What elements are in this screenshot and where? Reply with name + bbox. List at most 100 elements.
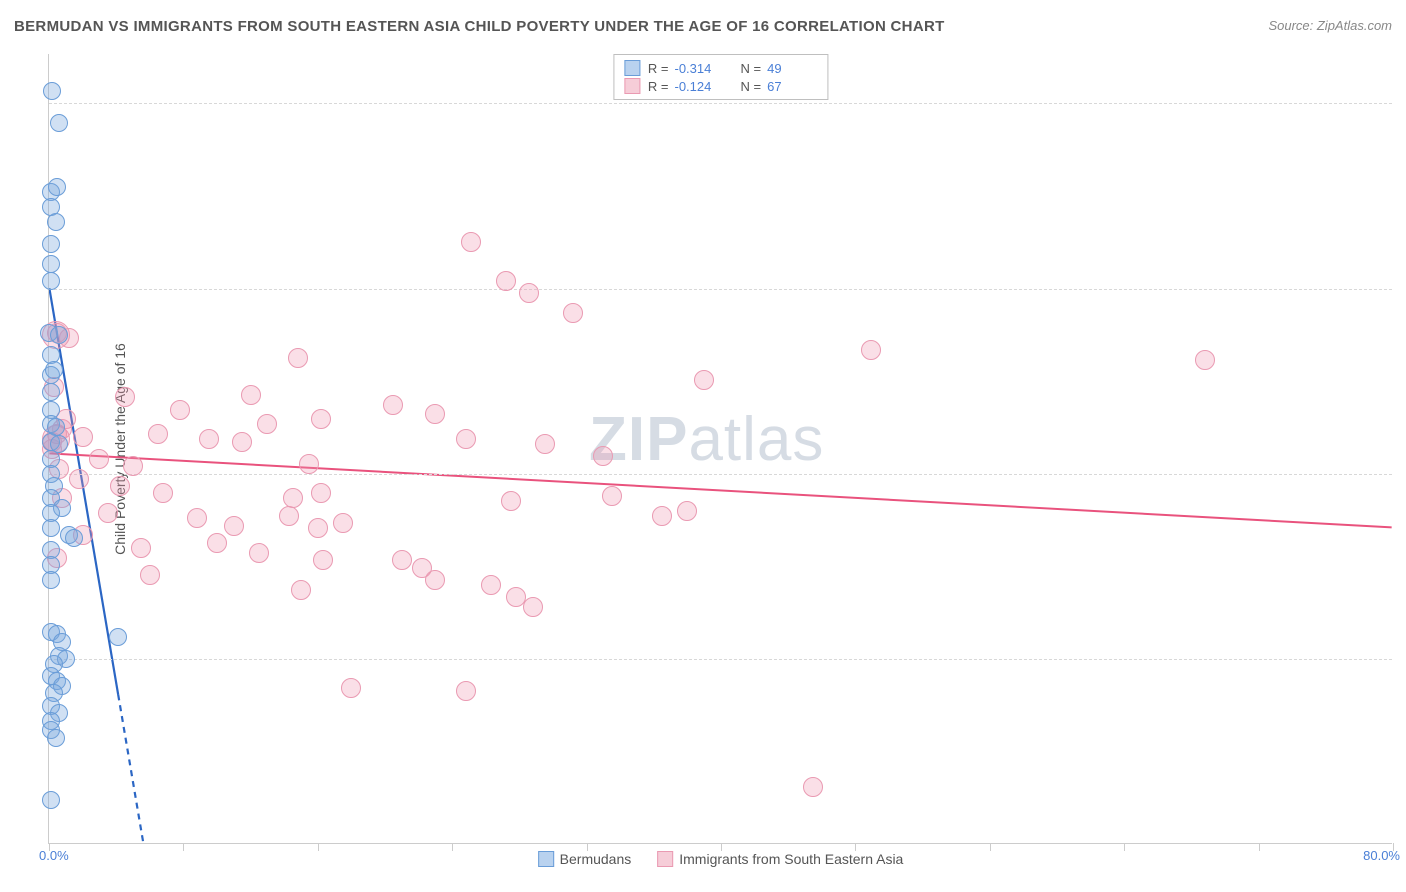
- scatter-point-immigrants: [73, 427, 93, 447]
- scatter-point-immigrants: [69, 469, 89, 489]
- scatter-point-immigrants: [535, 434, 555, 454]
- scatter-point-immigrants: [288, 348, 308, 368]
- scatter-point-immigrants: [341, 678, 361, 698]
- gridline: [49, 474, 1392, 475]
- legend-row-bermudans: R = -0.314 N = 49: [624, 59, 817, 77]
- scatter-point-immigrants: [115, 387, 135, 407]
- legend-row-immigrants: R = -0.124 N = 67: [624, 77, 817, 95]
- x-axis-max-label: 80.0%: [1363, 848, 1400, 863]
- n-label: N =: [741, 61, 762, 76]
- gridline: [49, 659, 1392, 660]
- scatter-point-immigrants: [456, 429, 476, 449]
- scatter-point-immigrants: [308, 518, 328, 538]
- scatter-point-immigrants: [602, 486, 622, 506]
- scatter-point-immigrants: [241, 385, 261, 405]
- scatter-point-immigrants: [383, 395, 403, 415]
- scatter-point-bermudans: [50, 114, 68, 132]
- r-value-bermudans: -0.314: [675, 61, 725, 76]
- chart-title: BERMUDAN VS IMMIGRANTS FROM SOUTH EASTER…: [14, 18, 945, 35]
- swatch-immigrants: [657, 851, 673, 867]
- trend-line: [118, 694, 143, 843]
- scatter-point-bermudans: [50, 326, 68, 344]
- scatter-point-immigrants: [257, 414, 277, 434]
- scatter-point-bermudans: [109, 628, 127, 646]
- scatter-point-bermudans: [47, 729, 65, 747]
- x-axis-min-label: 0.0%: [39, 848, 69, 863]
- scatter-point-immigrants: [563, 303, 583, 323]
- scatter-plot: ZIPatlas R = -0.314 N = 49 R = -0.124 N …: [48, 54, 1392, 844]
- scatter-point-bermudans: [42, 255, 60, 273]
- trend-line: [49, 453, 1391, 527]
- scatter-point-immigrants: [425, 570, 445, 590]
- source-attribution: Source: ZipAtlas.com: [1268, 18, 1392, 33]
- series-legend: Bermudans Immigrants from South Eastern …: [538, 851, 904, 867]
- scatter-point-immigrants: [199, 429, 219, 449]
- r-label: R =: [648, 61, 669, 76]
- n-value-bermudans: 49: [767, 61, 817, 76]
- scatter-point-immigrants: [232, 432, 252, 452]
- scatter-point-immigrants: [207, 533, 227, 553]
- x-tick: [318, 843, 319, 851]
- scatter-point-immigrants: [523, 597, 543, 617]
- scatter-point-immigrants: [1195, 350, 1215, 370]
- watermark-atlas: atlas: [688, 405, 824, 474]
- scatter-point-immigrants: [461, 232, 481, 252]
- scatter-point-bermudans: [42, 571, 60, 589]
- scatter-point-immigrants: [333, 513, 353, 533]
- watermark: ZIPatlas: [589, 404, 824, 475]
- scatter-point-bermudans: [42, 519, 60, 537]
- scatter-point-immigrants: [311, 409, 331, 429]
- trend-lines-layer: [49, 54, 1392, 843]
- scatter-point-immigrants: [299, 454, 319, 474]
- scatter-point-immigrants: [501, 491, 521, 511]
- swatch-bermudans: [538, 851, 554, 867]
- scatter-point-bermudans: [42, 383, 60, 401]
- x-tick: [587, 843, 588, 851]
- x-tick: [1259, 843, 1260, 851]
- x-tick: [49, 843, 50, 851]
- gridline: [49, 103, 1392, 104]
- x-tick: [452, 843, 453, 851]
- y-tick-label: 30.0%: [1400, 96, 1406, 111]
- scatter-point-immigrants: [456, 681, 476, 701]
- scatter-point-bermudans: [43, 82, 61, 100]
- scatter-point-immigrants: [89, 449, 109, 469]
- x-tick: [1124, 843, 1125, 851]
- scatter-point-immigrants: [224, 516, 244, 536]
- scatter-point-immigrants: [694, 370, 714, 390]
- r-label: R =: [648, 79, 669, 94]
- scatter-point-immigrants: [131, 538, 151, 558]
- scatter-point-immigrants: [140, 565, 160, 585]
- scatter-point-immigrants: [313, 550, 333, 570]
- scatter-point-immigrants: [279, 506, 299, 526]
- scatter-point-immigrants: [153, 483, 173, 503]
- scatter-point-bermudans: [42, 235, 60, 253]
- scatter-point-bermudans: [65, 529, 83, 547]
- gridline: [49, 289, 1392, 290]
- correlation-legend: R = -0.314 N = 49 R = -0.124 N = 67: [613, 54, 828, 100]
- scatter-point-bermudans: [42, 791, 60, 809]
- x-tick: [855, 843, 856, 851]
- y-tick-label: 15.0%: [1400, 466, 1406, 481]
- scatter-point-immigrants: [519, 283, 539, 303]
- scatter-point-immigrants: [123, 456, 143, 476]
- x-tick: [183, 843, 184, 851]
- scatter-point-immigrants: [110, 476, 130, 496]
- x-tick: [721, 843, 722, 851]
- scatter-point-immigrants: [170, 400, 190, 420]
- y-tick-label: 7.5%: [1400, 651, 1406, 666]
- scatter-point-immigrants: [861, 340, 881, 360]
- scatter-point-immigrants: [677, 501, 697, 521]
- swatch-bermudans: [624, 60, 640, 76]
- scatter-point-immigrants: [311, 483, 331, 503]
- scatter-point-immigrants: [148, 424, 168, 444]
- scatter-point-bermudans: [47, 213, 65, 231]
- scatter-point-bermudans: [42, 272, 60, 290]
- scatter-point-immigrants: [291, 580, 311, 600]
- legend-label-bermudans: Bermudans: [560, 851, 632, 867]
- n-label: N =: [741, 79, 762, 94]
- legend-item-bermudans: Bermudans: [538, 851, 632, 867]
- scatter-point-immigrants: [496, 271, 516, 291]
- legend-item-immigrants: Immigrants from South Eastern Asia: [657, 851, 903, 867]
- scatter-point-immigrants: [652, 506, 672, 526]
